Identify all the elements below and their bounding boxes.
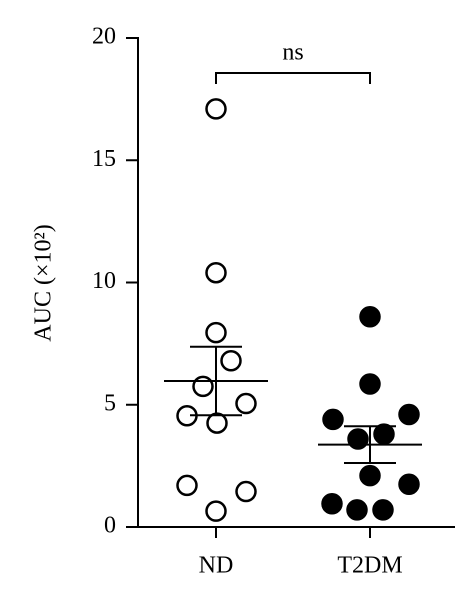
data-point xyxy=(398,473,420,495)
data-point xyxy=(205,321,227,344)
data-point xyxy=(235,480,257,503)
y-tick-label: 10 xyxy=(92,268,116,294)
data-point xyxy=(359,305,381,328)
data-point xyxy=(373,423,395,445)
data-point xyxy=(359,373,381,395)
data-point xyxy=(205,500,227,522)
x-tick-label: ND xyxy=(199,553,234,579)
y-tick-label: 15 xyxy=(92,146,116,172)
data-point xyxy=(192,375,214,398)
data-point xyxy=(372,499,394,521)
data-point xyxy=(398,403,420,426)
data-point xyxy=(347,428,369,450)
data-point xyxy=(321,493,343,515)
data-point xyxy=(359,464,381,487)
data-point xyxy=(206,412,228,434)
significance-bracket xyxy=(215,72,371,84)
data-point xyxy=(205,98,227,120)
data-point xyxy=(235,392,257,415)
data-point xyxy=(176,474,198,497)
significance-label: ns xyxy=(282,40,303,66)
data-point xyxy=(346,499,368,521)
data-point xyxy=(322,408,344,431)
data-point xyxy=(205,261,227,284)
x-tick-label: T2DM xyxy=(337,553,402,579)
y-tick-label: 0 xyxy=(104,513,116,539)
y-axis-label: AUC (×10²) xyxy=(31,224,57,341)
data-point xyxy=(220,349,242,372)
y-tick-label: 5 xyxy=(104,390,116,416)
y-tick-label: 20 xyxy=(92,24,116,50)
